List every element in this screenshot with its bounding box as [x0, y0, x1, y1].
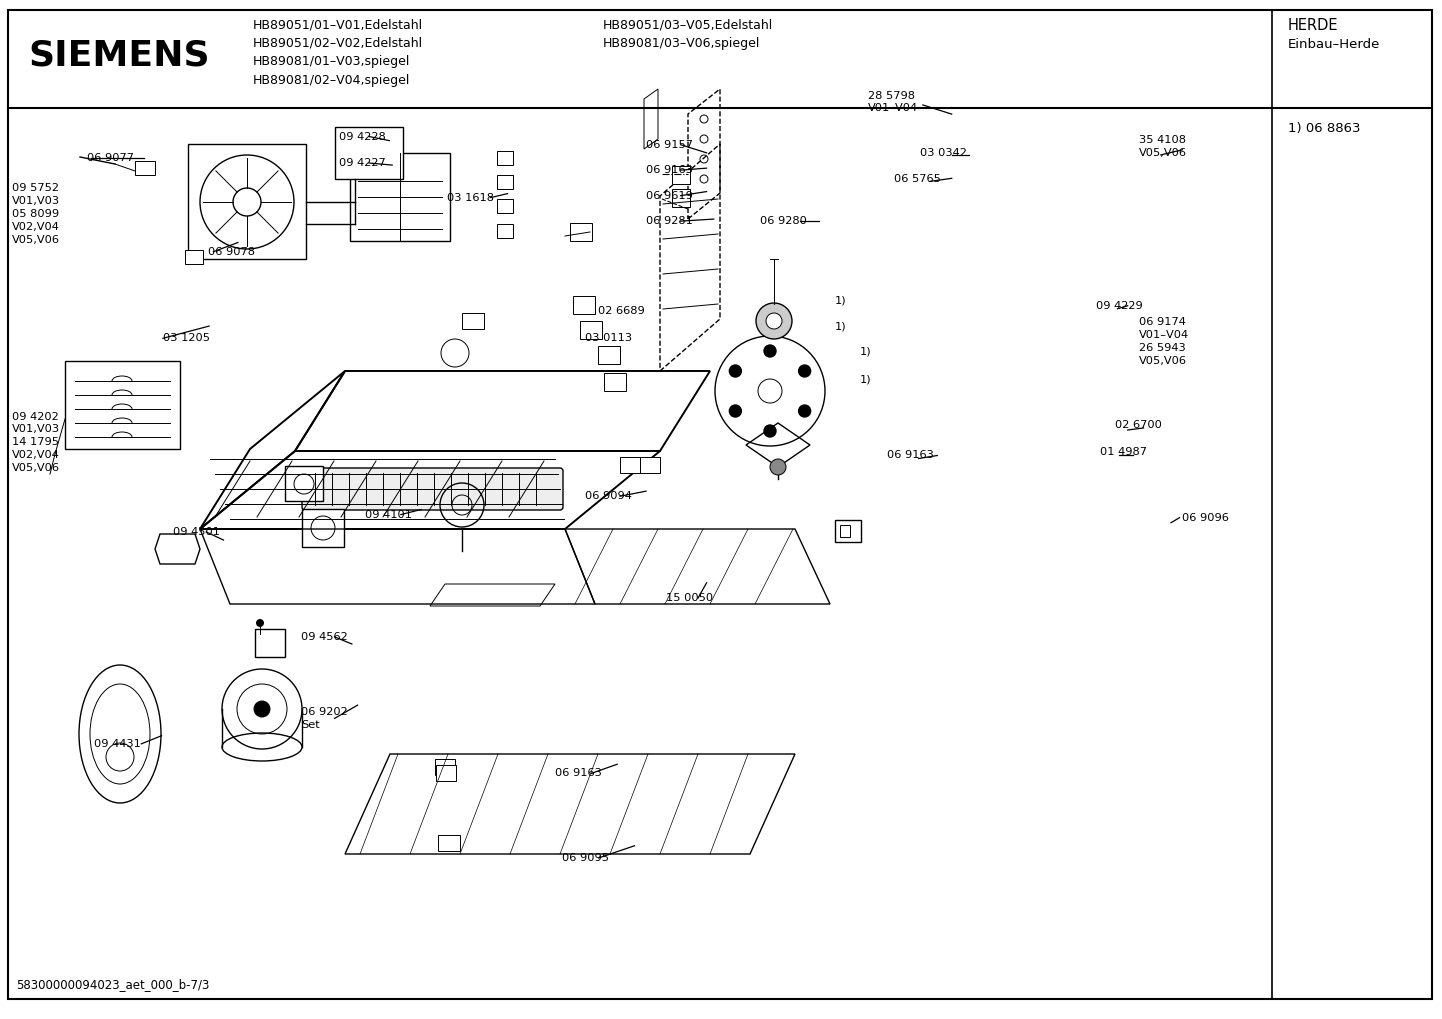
- Bar: [835, 520, 861, 542]
- Text: 06 9096: 06 9096: [1182, 513, 1230, 523]
- Text: 06 9163: 06 9163: [646, 165, 694, 175]
- Text: 06 9280: 06 9280: [760, 216, 808, 226]
- Circle shape: [764, 345, 776, 357]
- Text: 1): 1): [859, 374, 871, 384]
- Circle shape: [730, 405, 741, 417]
- Bar: [620, 457, 640, 473]
- Bar: [435, 759, 456, 775]
- Bar: [335, 127, 402, 179]
- Bar: [570, 223, 593, 242]
- Text: 06 9202
Set: 06 9202 Set: [301, 707, 348, 730]
- Circle shape: [770, 459, 786, 475]
- Text: 28 5798
V01–V04: 28 5798 V01–V04: [868, 91, 919, 113]
- Text: 03 1618: 03 1618: [447, 193, 495, 203]
- Text: 03 0113: 03 0113: [585, 333, 633, 343]
- Bar: [301, 510, 345, 547]
- Text: 09 4101: 09 4101: [365, 510, 412, 520]
- Bar: [187, 144, 306, 259]
- Text: HB89051/03–V05,Edelstahl
HB89081/03–V06,spiegel: HB89051/03–V05,Edelstahl HB89081/03–V06,…: [603, 18, 773, 50]
- Circle shape: [756, 303, 792, 339]
- Text: 06 9157: 06 9157: [646, 140, 694, 150]
- Text: 09 4228: 09 4228: [339, 131, 385, 142]
- Bar: [350, 153, 450, 242]
- Bar: [604, 373, 626, 391]
- FancyBboxPatch shape: [301, 468, 562, 510]
- Bar: [640, 457, 660, 473]
- Text: 09 4431: 09 4431: [94, 739, 141, 749]
- Bar: [841, 525, 849, 537]
- Circle shape: [799, 405, 810, 417]
- Text: 09 4501: 09 4501: [173, 527, 221, 537]
- Bar: [672, 166, 691, 184]
- Bar: [461, 313, 485, 329]
- Text: 06 9619: 06 9619: [646, 191, 694, 201]
- Circle shape: [766, 313, 782, 329]
- Text: 09 4202
V01,V03
14 1795
V02,V04
V05,V06: 09 4202 V01,V03 14 1795 V02,V04 V05,V06: [12, 412, 59, 473]
- Circle shape: [799, 365, 810, 377]
- Bar: [185, 250, 203, 264]
- Text: HERDE: HERDE: [1288, 18, 1338, 33]
- Bar: [65, 361, 180, 449]
- Circle shape: [257, 619, 264, 627]
- Text: 1) 06 8863: 1) 06 8863: [1288, 122, 1360, 135]
- Text: HB89051/01–V01,Edelstahl
HB89051/02–V02,Edelstahl
HB89081/01–V03,spiegel
HB89081: HB89051/01–V01,Edelstahl HB89051/02–V02,…: [252, 18, 423, 87]
- Text: 02 6700: 02 6700: [1115, 420, 1162, 430]
- Bar: [136, 161, 154, 175]
- Text: 06 5765: 06 5765: [894, 174, 942, 184]
- Text: SIEMENS: SIEMENS: [27, 38, 209, 72]
- Bar: [672, 189, 691, 207]
- Text: 09 4227: 09 4227: [339, 158, 385, 168]
- Text: 06 9281: 06 9281: [646, 216, 694, 226]
- Text: 35 4108
V05,V06: 35 4108 V05,V06: [1139, 136, 1187, 158]
- Text: 1): 1): [835, 321, 846, 331]
- Text: Einbau–Herde: Einbau–Herde: [1288, 38, 1380, 51]
- Text: 09 4562: 09 4562: [301, 632, 348, 642]
- Bar: [497, 199, 513, 213]
- Text: 06 9174
V01–V04
26 5943
V05,V06: 06 9174 V01–V04 26 5943 V05,V06: [1139, 317, 1190, 366]
- Text: 01 4987: 01 4987: [1100, 447, 1148, 458]
- Text: 06 9094: 06 9094: [585, 491, 633, 501]
- Text: 09 4229: 09 4229: [1096, 301, 1142, 311]
- Bar: [572, 296, 596, 314]
- Text: 03 0342: 03 0342: [920, 148, 968, 158]
- Text: 06 9163: 06 9163: [887, 450, 934, 461]
- Text: 09 5752
V01,V03
05 8099
V02,V04
V05,V06: 09 5752 V01,V03 05 8099 V02,V04 V05,V06: [12, 183, 59, 245]
- Text: 1): 1): [835, 296, 846, 306]
- Circle shape: [254, 701, 270, 717]
- Text: 06 9077: 06 9077: [87, 153, 134, 163]
- Text: 06 9078: 06 9078: [208, 247, 255, 257]
- Text: 06 9095: 06 9095: [562, 853, 610, 863]
- Circle shape: [730, 365, 741, 377]
- Text: 1): 1): [859, 346, 871, 357]
- Circle shape: [764, 425, 776, 437]
- Text: 58300000094023_aet_000_b-7/3: 58300000094023_aet_000_b-7/3: [16, 978, 209, 991]
- Text: 02 6689: 02 6689: [598, 306, 645, 316]
- Bar: [435, 765, 456, 781]
- Bar: [497, 224, 513, 238]
- Bar: [580, 321, 601, 339]
- Bar: [598, 346, 620, 364]
- Text: 06 9163: 06 9163: [555, 768, 603, 779]
- Bar: [255, 629, 286, 657]
- Text: 03 1205: 03 1205: [163, 333, 211, 343]
- Bar: [438, 835, 460, 851]
- Bar: [497, 175, 513, 189]
- Bar: [497, 151, 513, 165]
- Bar: [286, 466, 323, 501]
- Text: 15 0050: 15 0050: [666, 593, 714, 603]
